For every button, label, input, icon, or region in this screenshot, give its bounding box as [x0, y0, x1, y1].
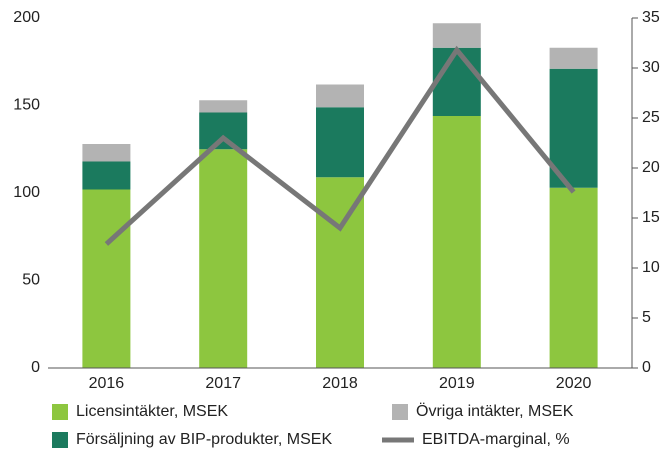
bar-segment: [199, 149, 248, 368]
y-tick-label: 150: [13, 97, 40, 114]
bar-segment: [549, 187, 598, 368]
bar-segment: [549, 68, 598, 188]
bar-segment: [316, 107, 364, 178]
bar-segment: [82, 189, 131, 368]
x-tick-label: 2019: [439, 375, 475, 392]
x-tick-label: 2020: [556, 375, 592, 392]
bar-segment: [432, 116, 481, 368]
legend-label: Försäljning av BIP-produkter, MSEK: [76, 431, 332, 448]
y2-tick-label: 0: [642, 359, 651, 376]
legend-swatch: [392, 404, 408, 420]
bar-segment: [316, 177, 364, 368]
legend-label: EBITDA-marginal, %: [422, 431, 570, 448]
bar-segment: [199, 100, 248, 113]
bar-segment: [432, 23, 481, 48]
y-tick-label: 0: [31, 359, 40, 376]
bar-segment: [316, 84, 364, 108]
y2-tick-label: 20: [642, 159, 660, 176]
legend-label: Övriga intäkter, MSEK: [416, 402, 574, 420]
y2-tick-label: 5: [642, 309, 651, 326]
y-tick-label: 100: [13, 184, 40, 201]
legend-swatch: [52, 404, 68, 420]
x-tick-label: 2016: [89, 375, 125, 392]
legend-label: Licensintäkter, MSEK: [76, 403, 228, 420]
y2-tick-label: 25: [642, 109, 660, 126]
bar-segment: [82, 144, 131, 162]
y-tick-label: 50: [22, 272, 40, 289]
y2-tick-label: 35: [642, 9, 660, 26]
bar-segment: [199, 112, 248, 150]
line-series: [104, 45, 576, 246]
y2-tick-label: 10: [642, 259, 660, 276]
x-tick-label: 2018: [322, 375, 358, 392]
legend-swatch: [52, 432, 68, 448]
bar-segment: [82, 161, 131, 190]
y2-tick-label: 15: [642, 209, 660, 226]
y-tick-label: 200: [13, 9, 40, 26]
bar-segment: [549, 47, 598, 69]
x-tick-label: 2017: [205, 375, 241, 392]
bar-segment: [432, 47, 481, 116]
y2-tick-label: 30: [642, 59, 660, 76]
